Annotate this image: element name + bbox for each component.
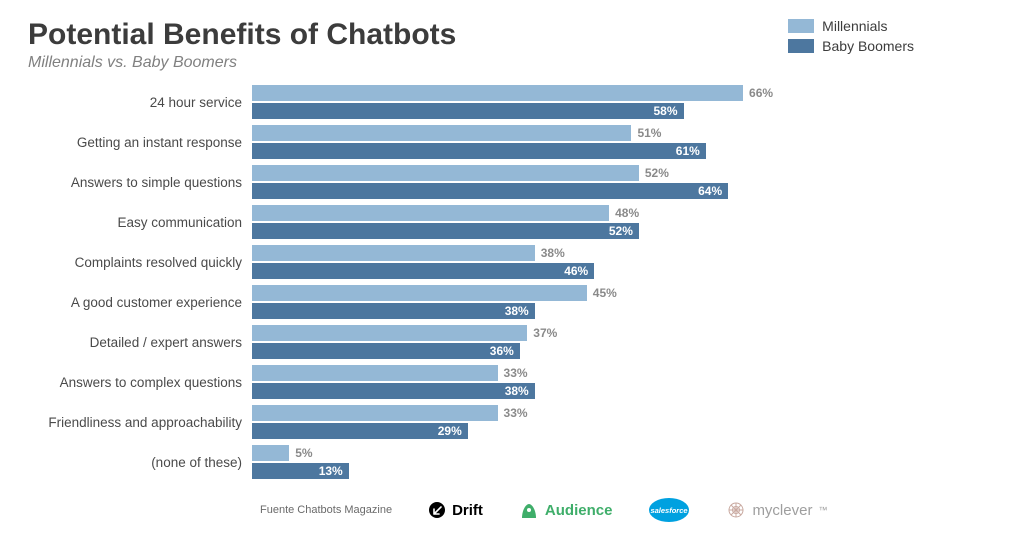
legend-swatch xyxy=(788,39,814,53)
bar: 66% xyxy=(252,85,743,101)
bar: 5% xyxy=(252,445,289,461)
bar: 38% xyxy=(252,303,535,319)
chart-container: Potential Benefits of Chatbots Millennia… xyxy=(0,0,1024,540)
row-label: Detailed / expert answers xyxy=(28,322,252,362)
myclever-icon xyxy=(726,501,746,519)
row-bars: 48%52% xyxy=(252,202,996,242)
brand-suffix: ™ xyxy=(818,505,827,515)
brand-label: myclever xyxy=(752,502,812,519)
footer: Fuente Chatbots Magazine Drift Audience … xyxy=(260,496,984,524)
legend: Millennials Baby Boomers xyxy=(788,16,914,56)
bar: 33% xyxy=(252,365,498,381)
bar: 13% xyxy=(252,463,349,479)
row-bars: 38% 46% xyxy=(252,242,996,282)
bar-value: 33% xyxy=(504,366,528,380)
bar: 38% xyxy=(252,383,535,399)
bar-value: 38% xyxy=(505,304,529,318)
bar: 45% xyxy=(252,285,587,301)
bar-value: 5% xyxy=(295,446,312,460)
bar: 38% xyxy=(252,245,535,261)
bar-value: 64% xyxy=(698,184,722,198)
chart-row: 24 hour service66%58% xyxy=(28,82,996,122)
legend-label: Baby Boomers xyxy=(822,36,914,56)
bar: 48% xyxy=(252,205,609,221)
row-bars: 52% 64% xyxy=(252,162,996,202)
chart-rows: 24 hour service66%58%Getting an instant … xyxy=(28,82,996,482)
bar-value: 45% xyxy=(593,286,617,300)
bar-value: 61% xyxy=(676,144,700,158)
legend-label: Millennials xyxy=(822,16,887,36)
row-bars: 33% 38% xyxy=(252,362,996,402)
brand-drift: Drift xyxy=(428,501,483,519)
bar: 52% xyxy=(252,223,639,239)
bar-value: 51% xyxy=(637,126,661,140)
row-bars: 5% 13% xyxy=(252,442,996,482)
bar: 58% xyxy=(252,103,684,119)
brand-audience: Audience xyxy=(519,501,613,519)
bar-value: 29% xyxy=(438,424,462,438)
row-label: (none of these) xyxy=(28,442,252,482)
row-bars: 66% 58% xyxy=(252,82,996,122)
bar-value: 48% xyxy=(615,206,639,220)
row-bars: 51% 61% xyxy=(252,122,996,162)
drift-icon xyxy=(428,501,446,519)
row-label: A good customer experience xyxy=(28,282,252,322)
row-label: Complaints resolved quickly xyxy=(28,242,252,282)
chart-row: (none of these)5%13% xyxy=(28,442,996,482)
row-label: Friendliness and approachability xyxy=(28,402,252,442)
salesforce-icon: salesforce xyxy=(648,496,690,524)
bar: 61% xyxy=(252,143,706,159)
bar-value: 36% xyxy=(490,344,514,358)
chart-row: Getting an instant response51%61% xyxy=(28,122,996,162)
svg-text:salesforce: salesforce xyxy=(651,506,688,515)
row-label: Easy communication xyxy=(28,202,252,242)
bar: 33% xyxy=(252,405,498,421)
brand-myclever: myclever ™ xyxy=(726,501,827,519)
brand-label: Drift xyxy=(452,502,483,519)
bar-value: 33% xyxy=(504,406,528,420)
chart-row: Answers to simple questions52%64% xyxy=(28,162,996,202)
bar: 46% xyxy=(252,263,594,279)
bar: 37% xyxy=(252,325,527,341)
bar-value: 13% xyxy=(319,464,343,478)
bar-value: 52% xyxy=(609,224,633,238)
chart-subtitle: Millennials vs. Baby Boomers xyxy=(28,54,996,72)
chart-row: A good customer experience45%38% xyxy=(28,282,996,322)
row-bars: 37% 36% xyxy=(252,322,996,362)
brand-label: Audience xyxy=(545,502,613,519)
bar-value: 37% xyxy=(533,326,557,340)
bar-value: 38% xyxy=(541,246,565,260)
chart-row: Answers to complex questions33%38% xyxy=(28,362,996,402)
row-label: 24 hour service xyxy=(28,82,252,122)
source-text: Fuente Chatbots Magazine xyxy=(260,504,392,516)
audience-icon xyxy=(519,501,539,519)
row-label: Answers to complex questions xyxy=(28,362,252,402)
row-bars: 45% 38% xyxy=(252,282,996,322)
legend-item-millennials: Millennials xyxy=(788,16,914,36)
legend-swatch xyxy=(788,19,814,33)
chart-row: Friendliness and approachability33%29% xyxy=(28,402,996,442)
bar: 51% xyxy=(252,125,631,141)
bar-value: 66% xyxy=(749,86,773,100)
bar-value: 46% xyxy=(564,264,588,278)
bar: 64% xyxy=(252,183,728,199)
chart-row: Detailed / expert answers37%36% xyxy=(28,322,996,362)
brand-salesforce: salesforce xyxy=(648,496,690,524)
bar: 52% xyxy=(252,165,639,181)
chart-row: Complaints resolved quickly38%46% xyxy=(28,242,996,282)
legend-item-babyboomers: Baby Boomers xyxy=(788,36,914,56)
bar: 36% xyxy=(252,343,520,359)
bar-value: 52% xyxy=(645,166,669,180)
row-bars: 33% 29% xyxy=(252,402,996,442)
row-label: Getting an instant response xyxy=(28,122,252,162)
bar-value: 38% xyxy=(505,384,529,398)
bar: 29% xyxy=(252,423,468,439)
chart-row: Easy communication48%52% xyxy=(28,202,996,242)
row-label: Answers to simple questions xyxy=(28,162,252,202)
bar-value: 58% xyxy=(653,104,677,118)
